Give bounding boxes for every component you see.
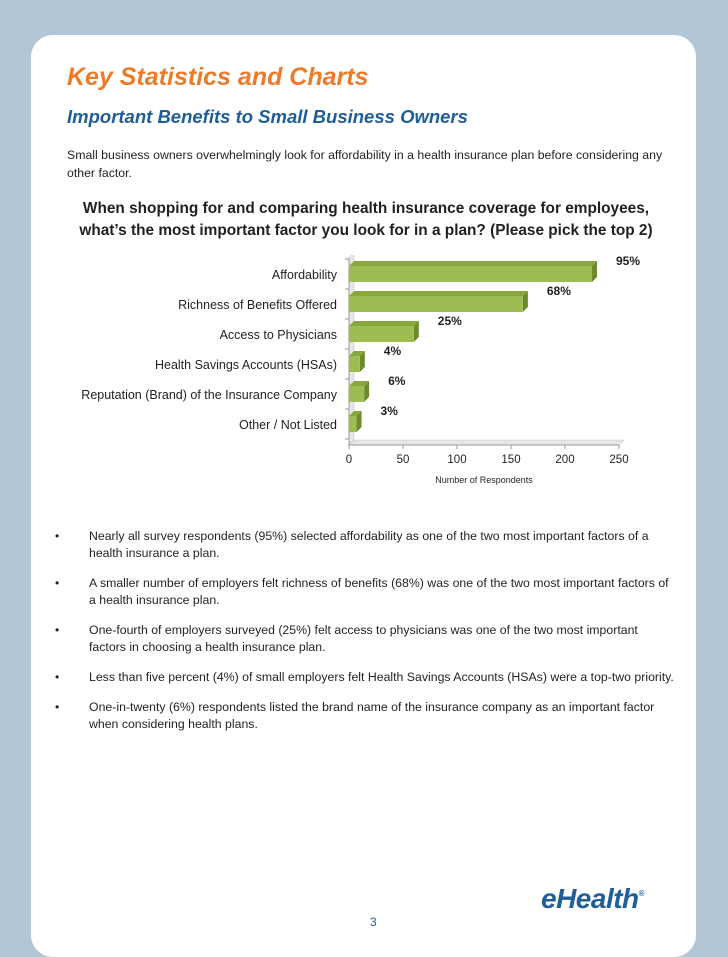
bar-side-face — [364, 381, 370, 402]
bar — [349, 416, 357, 432]
bar-side-face — [522, 291, 528, 312]
section-subtitle: Important Benefits to Small Business Own… — [67, 106, 468, 127]
bar-top-face — [349, 411, 362, 416]
finding-text: Nearly all survey respondents (95%) sele… — [89, 529, 649, 560]
bar-side-face — [592, 261, 597, 282]
bullet-dot: • — [55, 529, 60, 543]
bar — [349, 386, 365, 402]
bar-top-face — [349, 291, 528, 296]
bar-top-face — [349, 321, 419, 326]
category-label: Access to Physicians — [220, 328, 337, 342]
x-tick-label: 150 — [501, 454, 520, 466]
finding-item: • A smaller number of employers felt rich… — [55, 575, 675, 609]
bar-side-face — [356, 411, 362, 432]
document-page: Key Statistics and Charts Important Bene… — [31, 35, 696, 957]
chart-floor — [348, 439, 625, 446]
bar-top-face — [349, 351, 365, 356]
bar — [349, 356, 360, 372]
data-label: 6% — [388, 374, 406, 388]
finding-item: • Nearly all survey respondents (95%) sel… — [55, 528, 675, 562]
category-label: Health Savings Accounts (HSAs) — [155, 358, 337, 372]
x-axis-title: Number of Respondents — [435, 475, 533, 485]
finding-text: A smaller number of employers felt richn… — [89, 576, 669, 607]
bar — [349, 296, 523, 312]
finding-item: • One-in-twenty (6%) respondents listed t… — [55, 699, 675, 733]
bar-chart: 0 50 100 150 200 250 Number of Respondents Affo… — [81, 255, 640, 485]
finding-item: • One-fourth of employers surveyed (25%) … — [55, 622, 675, 656]
data-label: 68% — [547, 284, 571, 298]
category-label: Other / Not Listed — [239, 418, 337, 432]
category-label: Richness of Benefits Offered — [178, 298, 337, 312]
category-label: Reputation (Brand) of the Insurance Comp… — [81, 388, 337, 402]
data-label: 95% — [616, 255, 640, 268]
x-tick-label: 100 — [447, 454, 466, 466]
bullet-dot: • — [55, 623, 60, 637]
finding-text: Less than five percent (4%) of small emp… — [89, 670, 674, 684]
intro-paragraph: Small business owners overwhelmingly loo… — [67, 148, 663, 180]
bar-side-face — [413, 321, 419, 342]
page-number: 3 — [370, 915, 377, 929]
category-label: Affordability — [272, 268, 338, 282]
finding-text: One-in-twenty (6%) respondents listed th… — [89, 700, 655, 731]
x-tick-label: 0 — [346, 454, 352, 466]
bullet-dot: • — [55, 576, 60, 590]
findings-list: • Nearly all survey respondents (95%) sel… — [55, 528, 675, 746]
bar-side-face — [359, 351, 365, 372]
bullet-dot: • — [55, 700, 60, 714]
data-label: 3% — [381, 404, 399, 418]
finding-text: One-fourth of employers surveyed (25%) f… — [89, 623, 638, 654]
x-tick-label: 250 — [609, 454, 628, 466]
bar-top-face — [349, 261, 597, 266]
bar — [349, 266, 592, 282]
bullet-dot: • — [55, 670, 60, 684]
page-title: Key Statistics and Charts — [67, 63, 369, 91]
bar — [349, 326, 414, 342]
survey-question: When shopping for and comparing health i… — [79, 200, 653, 239]
data-label: 4% — [384, 344, 402, 358]
finding-item: • Less than five percent (4%) of small em… — [55, 669, 675, 686]
data-label: 25% — [438, 314, 462, 328]
x-tick-label: 50 — [397, 454, 410, 466]
ehealth-logo: eHealth® — [541, 883, 645, 914]
bar-top-face — [349, 381, 370, 386]
x-tick-label: 200 — [555, 454, 574, 466]
